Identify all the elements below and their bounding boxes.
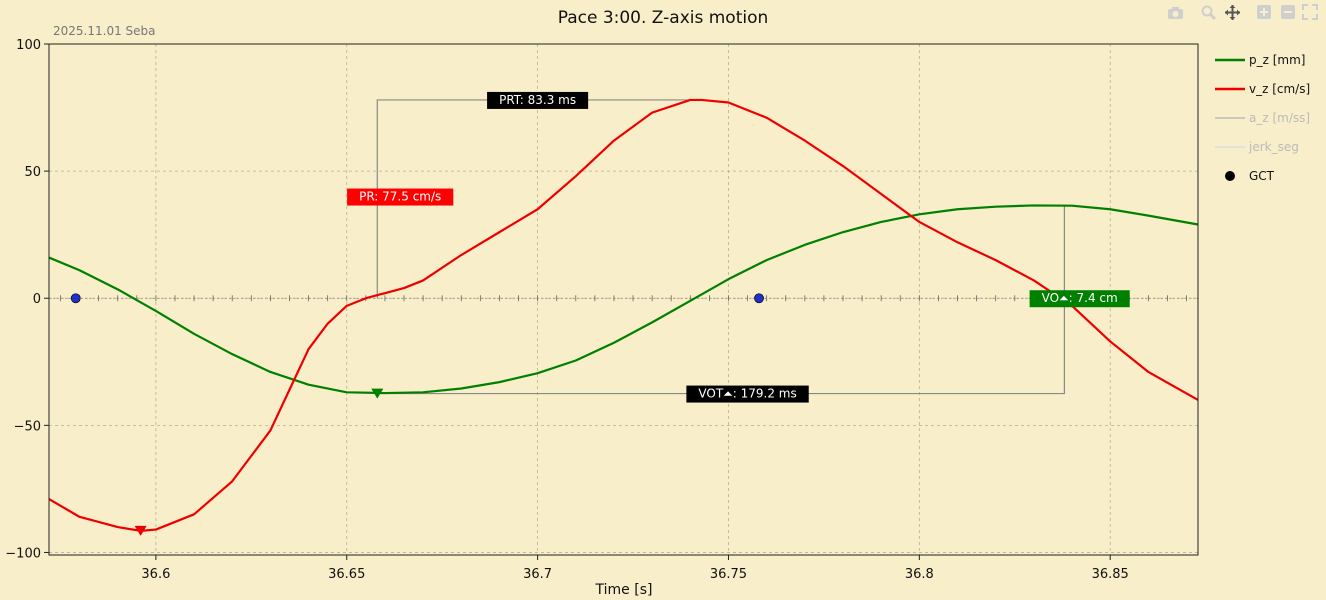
gct-point — [754, 293, 764, 304]
annotation-text: PR: 77.5 cm/s — [359, 190, 441, 204]
annotation-label: PRT: 83.3 ms — [487, 91, 589, 109]
legend-item[interactable]: jerk_seg — [1215, 140, 1299, 154]
legend-item[interactable]: v_z [cm/s] — [1215, 82, 1310, 96]
series-line — [48, 98, 1199, 532]
autoscale-icon[interactable] — [1302, 4, 1318, 20]
annotation-text: VO⏶: 7.4 cm — [1042, 291, 1118, 305]
legend-label: v_z [cm/s] — [1249, 82, 1310, 96]
zoom-in-icon[interactable] — [1257, 5, 1271, 19]
x-tick-label: 36.85 — [1092, 567, 1129, 582]
marker-layer — [70, 293, 764, 536]
axes: 36.6 36.65 36.7 36.75 36.8 36.85 −100 −50 0 50 100 — [5, 38, 1129, 582]
extremum-marker — [371, 388, 384, 399]
series-line — [48, 204, 1199, 395]
camera-icon[interactable] — [1168, 7, 1183, 19]
annotation-box — [487, 91, 589, 109]
legend-swatch — [1225, 171, 1235, 181]
annotation-text: VOT⏶: 179.2 ms — [698, 387, 796, 401]
extremum-marker — [134, 525, 147, 536]
y-tick-label: 100 — [16, 38, 41, 53]
legend-label: a_z [m/ss] — [1249, 111, 1310, 125]
gct-point — [70, 293, 81, 304]
annotation-layer: PRT: 83.3 ms PR: 77.5 cm/s VO⏶: 7.4 cm VOT⏶… — [347, 91, 1130, 403]
annotation-label: VOT⏶: 179.2 ms — [686, 385, 809, 403]
y-tick-label: −50 — [14, 419, 41, 434]
guide-lines — [376, 99, 1065, 395]
annotation-box — [347, 188, 454, 206]
pan-icon[interactable] — [1225, 5, 1240, 20]
annotation-text: PRT: 83.3 ms — [499, 93, 576, 107]
x-tick-label: 36.7 — [523, 567, 552, 582]
y-tick-label: 50 — [24, 165, 41, 180]
annotation-box — [1029, 290, 1130, 308]
legend-label: GCT — [1249, 169, 1275, 183]
x-tick-label: 36.6 — [141, 567, 170, 582]
x-tick-label: 36.8 — [905, 567, 934, 582]
annotation-box — [686, 385, 809, 403]
annotation-label: VO⏶: 7.4 cm — [1029, 290, 1130, 308]
modebar — [1168, 4, 1318, 21]
chart-title: Pace 3:00. Z-axis motion — [558, 8, 769, 28]
zero-axis-ticks — [49, 295, 1198, 302]
zoom-icon[interactable] — [1201, 5, 1217, 21]
legend-item[interactable]: p_z [mm] — [1215, 53, 1305, 67]
y-tick-label: 0 — [33, 292, 41, 307]
legend: p_z [mm] v_z [cm/s] a_z [m/ss] jerk_seg GCT — [1215, 53, 1310, 183]
legend-label: p_z [mm] — [1249, 53, 1305, 67]
chart-subtitle: 2025.11.01 Seba — [53, 24, 156, 38]
legend-label: jerk_seg — [1248, 140, 1299, 154]
plot-frame — [48, 43, 1199, 556]
x-axis-label: Time [s] — [595, 582, 653, 598]
guide-line — [377, 205, 1065, 395]
zoom-out-icon[interactable] — [1281, 5, 1295, 19]
x-tick-label: 36.65 — [328, 567, 365, 582]
y-tick-label: −100 — [5, 546, 41, 561]
grid — [49, 43, 1198, 555]
series-layer — [48, 98, 1199, 532]
annotation-label: PR: 77.5 cm/s — [347, 188, 454, 206]
legend-item[interactable]: a_z [m/ss] — [1215, 111, 1310, 125]
x-tick-label: 36.75 — [710, 567, 747, 582]
guide-line — [376, 99, 702, 299]
legend-item[interactable]: GCT — [1225, 169, 1275, 183]
